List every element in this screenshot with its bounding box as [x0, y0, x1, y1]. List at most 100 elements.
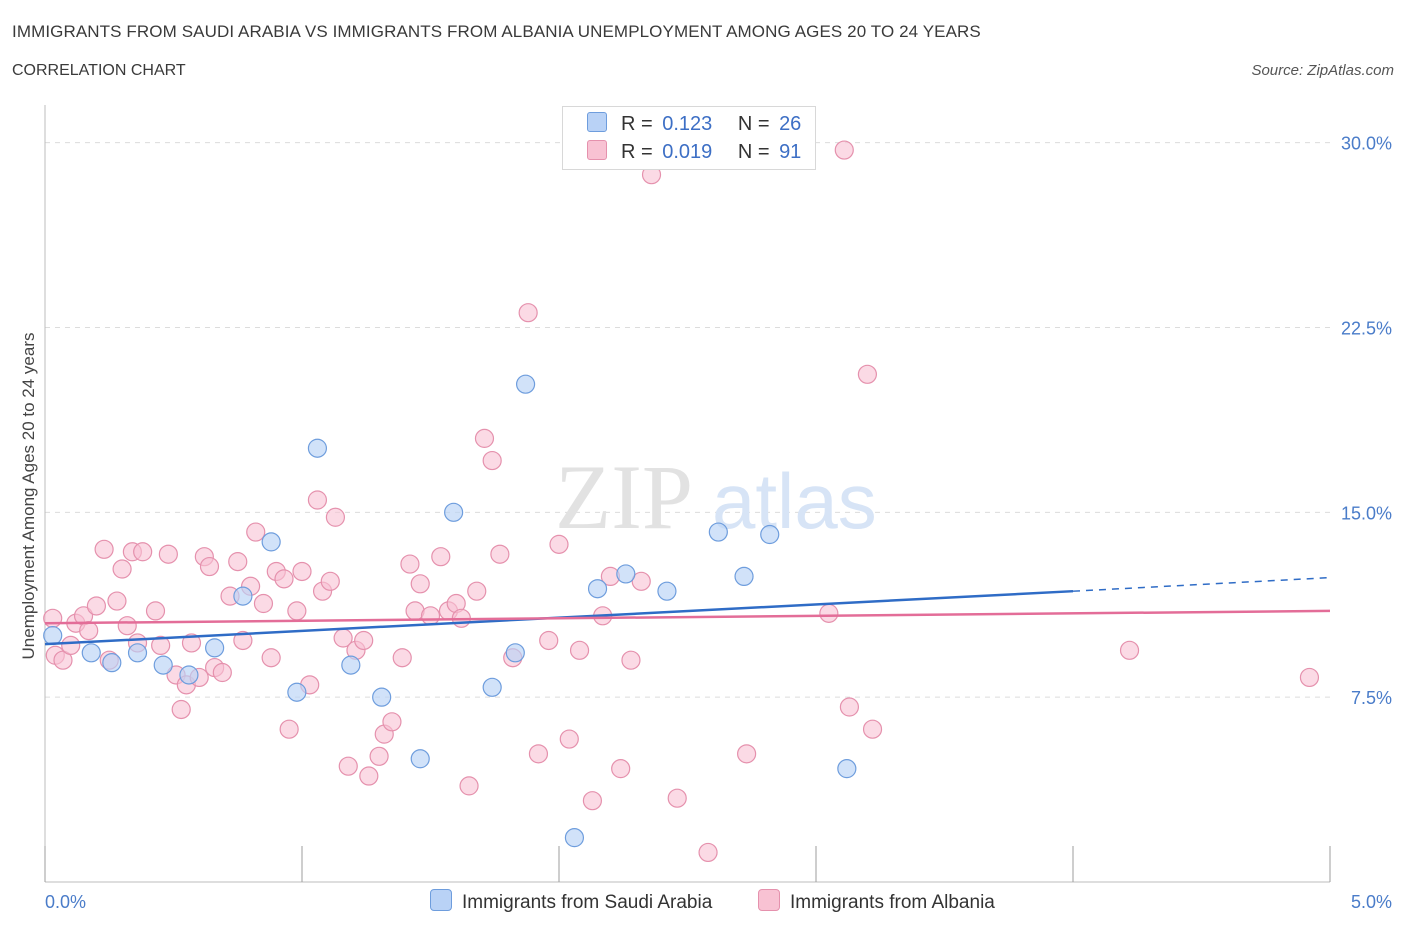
albania-point-15: [133, 542, 153, 562]
stats-legend: R = 0.123 N = 26 R = 0.019 N = 91: [562, 106, 816, 170]
albania-point-10: [107, 591, 127, 611]
albania-point-86: [839, 697, 860, 717]
albania-point-78: [621, 650, 641, 670]
albania-point-44: [325, 507, 346, 527]
x-tick-labels: 0.0% 5.0%: [45, 892, 1392, 912]
albania-point-77: [611, 759, 631, 779]
legend-n-label: N =: [737, 113, 770, 135]
saudi-point-9: [287, 682, 307, 702]
bottom-legend-swatch-albania: [758, 889, 780, 911]
albania-point-58: [431, 547, 451, 567]
albania-point-57: [420, 606, 441, 626]
albania-point-69: [528, 744, 549, 764]
albania-point-66: [490, 544, 510, 564]
albania-point-12: [117, 616, 137, 636]
watermark-atlas: atlas: [712, 457, 877, 545]
bottom-legend-label-albania: Immigrants from Albania: [790, 892, 995, 913]
albania-point-8: [94, 539, 114, 559]
albania-point-52: [382, 712, 402, 732]
albania-point-43: [320, 571, 340, 591]
albania-point-68: [518, 303, 538, 323]
saudi-point-22: [708, 522, 728, 542]
albania-point-18: [158, 544, 178, 564]
albania-point-63: [467, 581, 487, 601]
albania-point-72: [559, 729, 579, 749]
saudi-points: [43, 374, 857, 848]
albania-point-83: [737, 744, 757, 764]
albania-point-27: [212, 662, 232, 683]
albania-point-70: [539, 630, 559, 651]
albania-point-41: [307, 490, 328, 510]
albania-point-53: [392, 648, 412, 668]
albania-point-36: [274, 569, 294, 589]
albania-point-50: [369, 746, 389, 766]
watermark-zip: ZIP: [555, 446, 693, 548]
saudi-point-3: [127, 643, 148, 663]
albania-point-37: [279, 719, 299, 739]
x-tick-label-0: 0.0%: [45, 892, 86, 912]
legend-n-label: N =: [737, 141, 770, 163]
saudi-point-6: [205, 638, 225, 658]
legend-r-value-albania: 0.019: [662, 141, 713, 163]
chart-subtitle: CORRELATION CHART: [12, 62, 186, 79]
albania-point-46: [338, 756, 358, 776]
source-note: Source: ZipAtlas.com: [1251, 62, 1394, 79]
legend-r-value-saudi: 0.123: [662, 113, 713, 135]
saudi-point-19: [587, 579, 608, 599]
albania-point-7: [86, 596, 107, 616]
legend-r-label: R =: [621, 113, 653, 135]
albania-point-49: [359, 766, 379, 786]
y-tick-label-1: 15.0%: [1341, 503, 1392, 523]
albania-point-88: [862, 719, 883, 739]
albania-point-89: [1119, 640, 1140, 660]
y-axis-label: Unemployment Among Ages 20 to 24 years: [19, 333, 38, 660]
bottom-legend-swatch-saudi: [430, 889, 452, 911]
albania-point-0: [43, 608, 63, 628]
albania-point-54: [400, 554, 420, 574]
trend-lines: [44, 576, 1331, 646]
albania-point-71: [549, 534, 569, 554]
legend-n-value-albania: 91: [779, 141, 802, 163]
albania-point-90: [1299, 667, 1320, 688]
saudi-point-11: [341, 655, 361, 675]
albania-point-74: [582, 791, 603, 811]
chart-title: IMMIGRANTS FROM SAUDI ARABIA VS IMMIGRAN…: [12, 22, 981, 41]
saudi-point-8: [261, 532, 281, 552]
saudi-point-18: [564, 828, 585, 848]
albania-point-56: [410, 574, 430, 594]
bottom-legend-label-saudi: Immigrants from Saudi Arabia: [462, 892, 713, 913]
albania-point-11: [112, 559, 132, 579]
albania-point-6: [79, 621, 99, 641]
albania-point-73: [569, 640, 590, 660]
saudi-point-21: [657, 581, 677, 601]
saudi-point-5: [179, 665, 199, 685]
saudi-point-0: [43, 625, 63, 646]
albania-point-22: [181, 633, 202, 653]
saudi-point-16: [505, 643, 525, 663]
saudi-point-25: [837, 759, 857, 779]
saudi-point-1: [81, 643, 101, 663]
albania-point-62: [459, 776, 479, 796]
saudi-point-7: [233, 586, 253, 606]
albania-point-82: [698, 842, 718, 863]
saudi-trend-extension: [1072, 576, 1331, 592]
albania-point-85: [834, 140, 854, 160]
saudi-point-12: [372, 687, 392, 707]
legend-row-saudi: R = 0.123 N = 26: [587, 112, 801, 138]
albania-point-30: [233, 630, 253, 651]
saudi-point-24: [760, 524, 780, 545]
legend-n-value-saudi: 26: [779, 113, 802, 135]
y-tick-label-0: 7.5%: [1351, 688, 1392, 708]
albania-point-79: [631, 571, 651, 591]
legend-r-label: R =: [621, 141, 653, 163]
albania-point-20: [171, 699, 191, 720]
y-tick-labels: 7.5% 15.0% 22.5% 30.0%: [1341, 134, 1392, 709]
saudi-point-20: [616, 564, 636, 584]
legend-row-albania: R = 0.019 N = 91: [587, 140, 801, 166]
axes: [44, 105, 1331, 883]
albania-point-39: [292, 561, 312, 582]
albania-point-3: [61, 635, 81, 656]
saudi-point-10: [307, 438, 328, 458]
albania-point-25: [199, 556, 220, 577]
saudi-point-14: [444, 502, 464, 522]
